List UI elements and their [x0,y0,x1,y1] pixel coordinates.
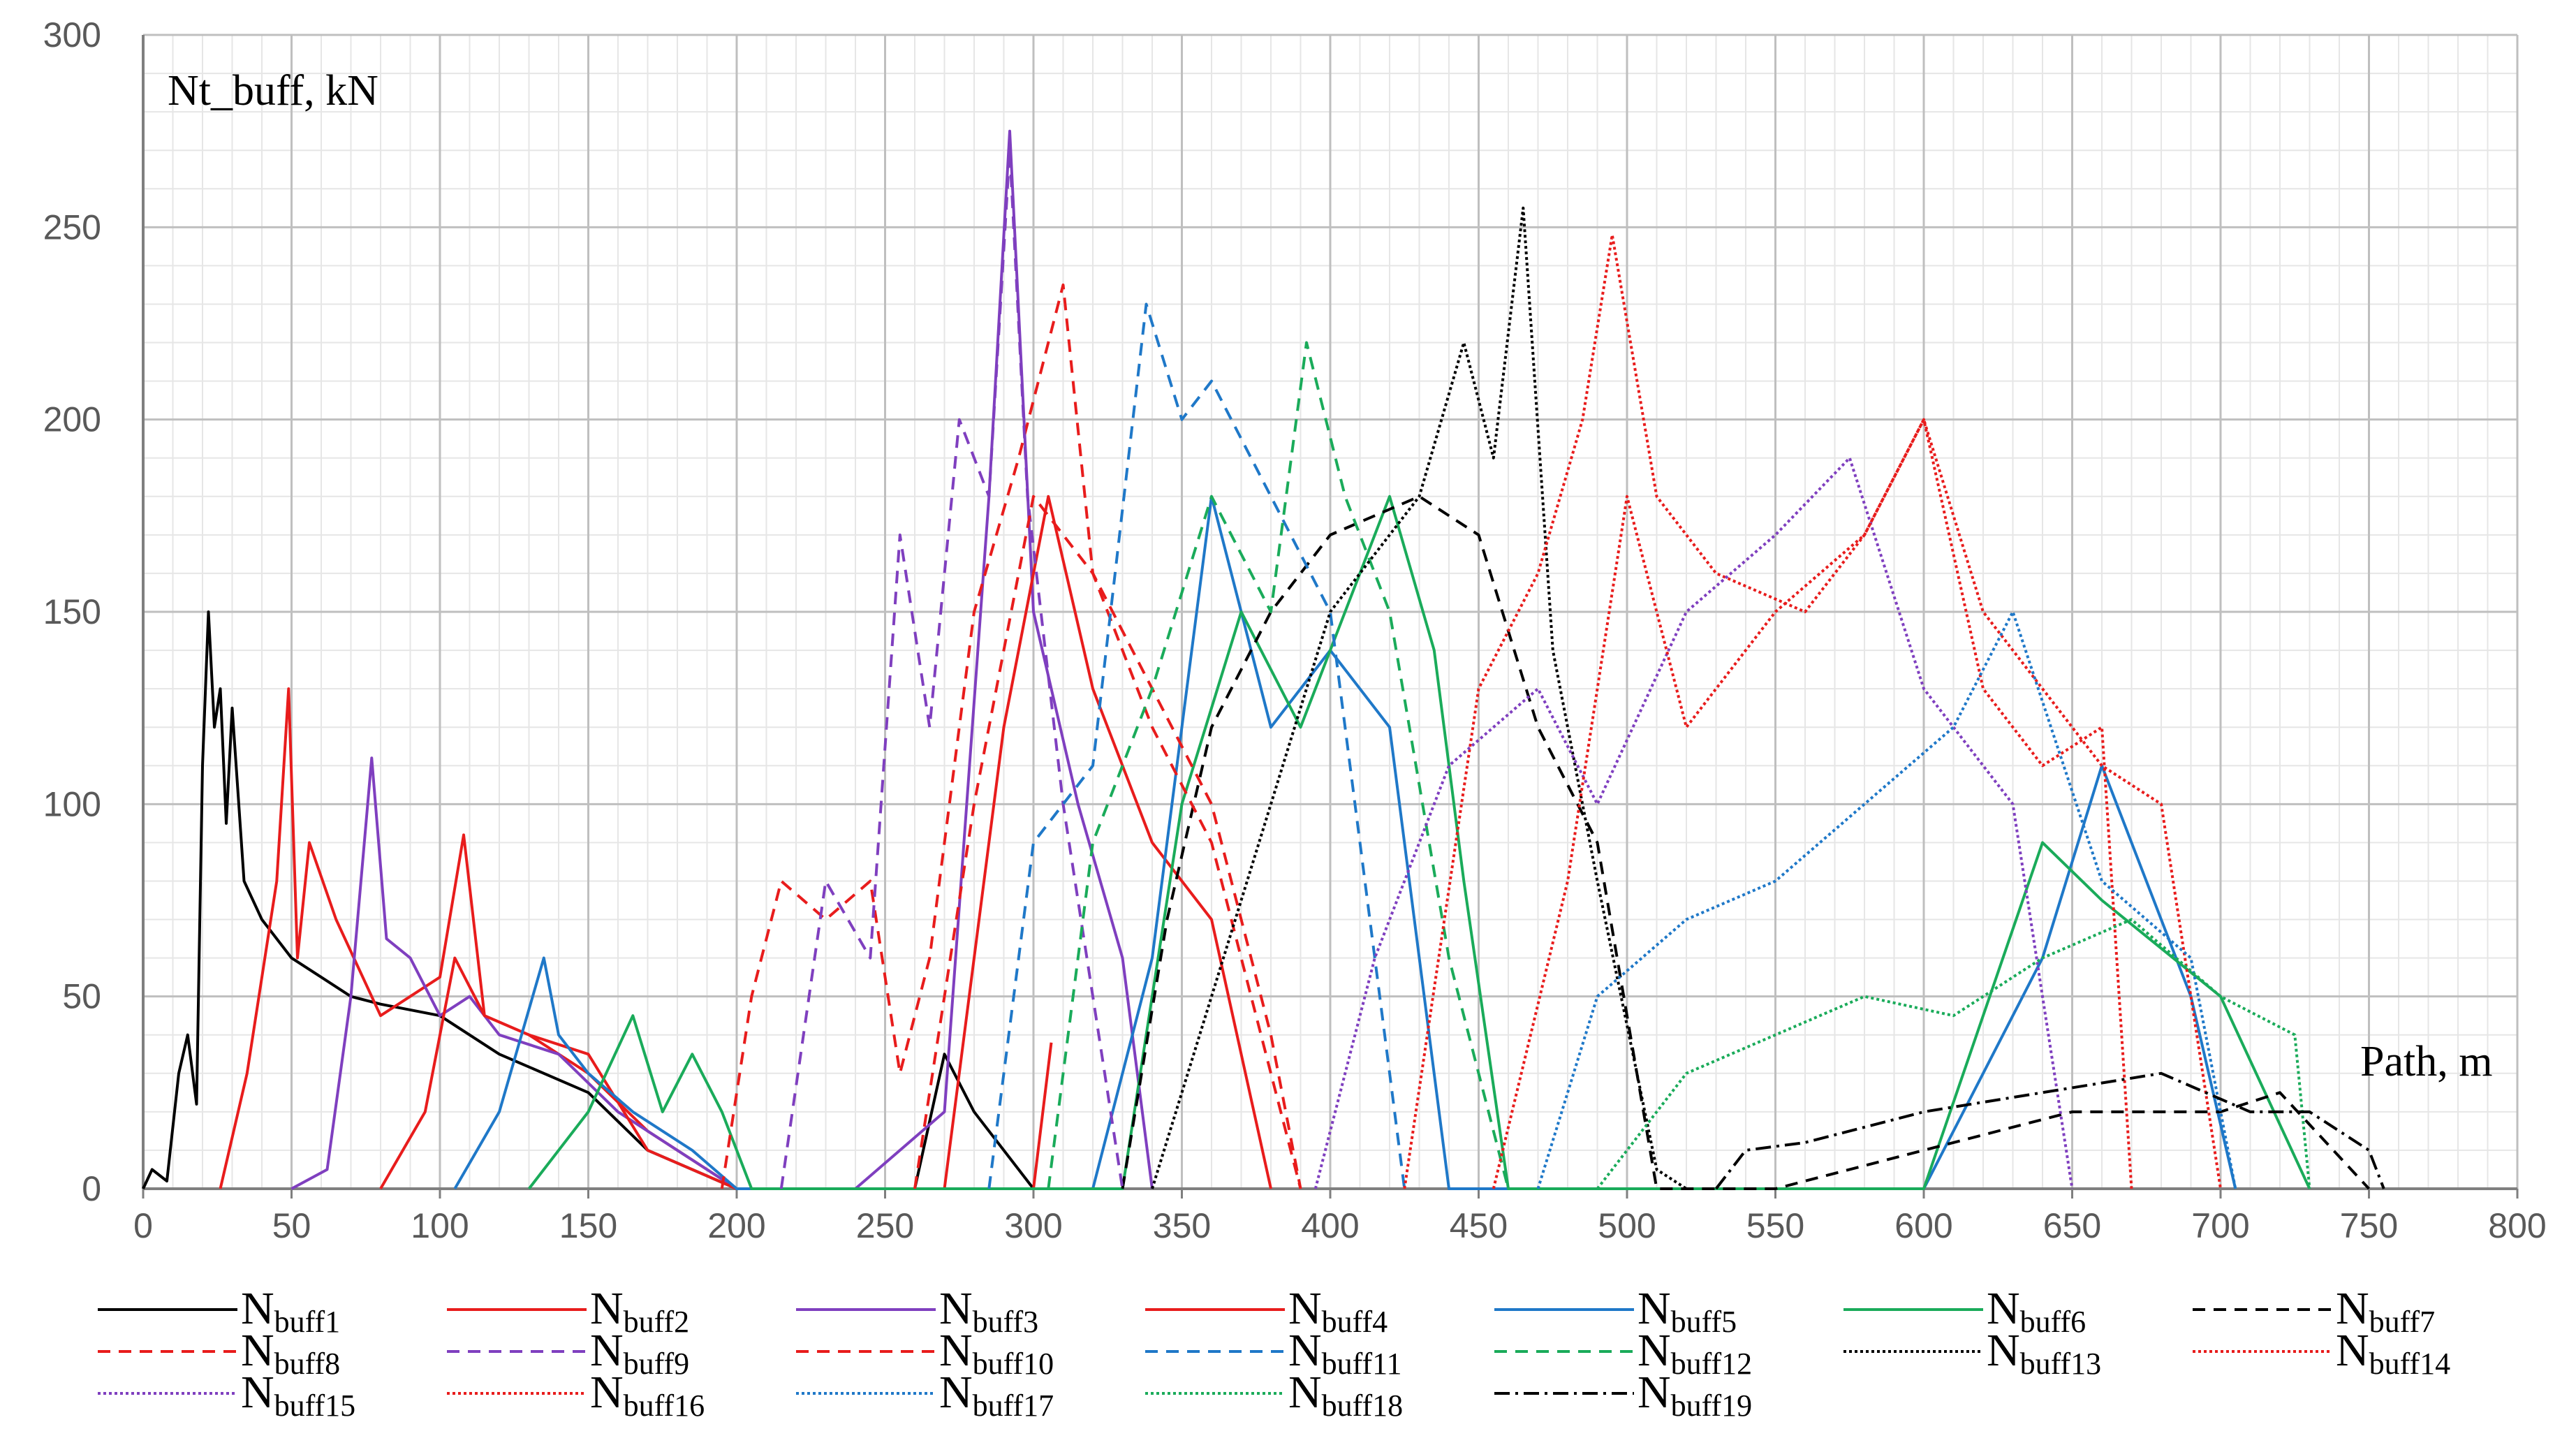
x-tick-label: 800 [2488,1206,2546,1245]
legend-label: Nbuff4 [1288,1283,1388,1339]
y-tick-labels: 0 50 100 150 200 250 300 [43,15,101,1208]
legend-label: Nbuff3 [939,1283,1038,1339]
legend-label: Nbuff14 [2336,1325,2450,1381]
series-line-nbuff3 [290,129,1154,1190]
x-tick-labels: 0 50 100 150 200 250 300 350 400 450 500 550 600 650 7… [133,1189,2547,1245]
x-tick-label: 200 [707,1206,765,1245]
legend-label: Nbuff19 [1637,1367,1752,1423]
legend-label: Nbuff11 [1288,1325,1402,1381]
legend-label: Nbuff9 [590,1325,689,1381]
series-line-nbuff10 [913,494,1302,1189]
legend-label: Nbuff13 [1987,1325,2101,1381]
x-tick-label: 400 [1301,1206,1359,1245]
series-line-nbuff6 [527,494,2311,1190]
legend-label: Nbuff1 [241,1283,340,1339]
series-line-nbuff8 [720,283,1302,1189]
x-tick-label: 750 [2340,1206,2398,1245]
legend-label: Nbuff6 [1987,1283,2086,1339]
x-tick-label: 100 [411,1206,469,1245]
x-tick-label: 650 [2043,1206,2101,1245]
legend-label: Nbuff7 [2336,1283,2435,1339]
series-line-nbuff16 [1492,418,2133,1189]
y-tick-label: 150 [43,592,101,631]
y-tick-label: 100 [43,784,101,823]
y-tick-label: 250 [43,207,101,247]
series-line-nbuff5 [453,494,2237,1190]
x-tick-label: 250 [856,1206,914,1245]
x-tick-label: 150 [559,1206,617,1245]
legend-label: Nbuff17 [939,1367,1054,1423]
series-line-nbuff13 [1151,206,1688,1190]
legend-label: Nbuff5 [1637,1283,1737,1339]
legend-label: Nbuff10 [939,1325,1054,1381]
legend-label: Nbuff8 [241,1325,340,1381]
series-line-nbuff9 [779,149,1124,1189]
x-tick-label: 500 [1598,1206,1656,1245]
legend-label: Nbuff15 [241,1367,355,1423]
x-tick-label: 600 [1894,1206,1952,1245]
x-tick-label: 550 [1746,1206,1804,1245]
series-line-nbuff18 [1596,918,2311,1190]
legend-label: Nbuff2 [590,1283,689,1339]
legend-label: Nbuff18 [1288,1367,1403,1423]
legend-label: Nbuff16 [590,1367,705,1423]
series-line-nbuff7 [1121,494,2370,1190]
series-line-nbuff17 [1536,610,2237,1189]
y-tick-label: 0 [82,1169,101,1208]
x-tick-label: 700 [2191,1206,2249,1245]
x-axis-title: Path, m [2360,1038,2492,1085]
series-lines [142,129,2385,1190]
y-tick-label: 50 [62,977,101,1016]
series-line-nbuff19 [1714,1071,2385,1190]
x-tick-label: 300 [1004,1206,1062,1245]
y-axis-title: Nt_buff, kN [168,67,378,115]
y-tick-label: 300 [43,15,101,54]
y-tick-label: 200 [43,400,101,439]
series-line-nbuff14 [1403,233,2222,1189]
x-tick-label: 450 [1450,1206,1508,1245]
series-line-nbuff11 [987,302,1406,1189]
legend-label: Nbuff12 [1637,1325,1752,1381]
legend: Nbuff1 Nbuff2 Nbuff3 Nbuff4 Nbuff5 Nbuff6 Nbuf… [98,1283,2450,1423]
series-line-nbuff12 [1047,341,1510,1189]
x-tick-label: 0 [133,1206,153,1245]
x-tick-label: 50 [272,1206,311,1245]
series-line-nbuff15 [1313,456,2074,1189]
x-tick-label: 350 [1153,1206,1211,1245]
